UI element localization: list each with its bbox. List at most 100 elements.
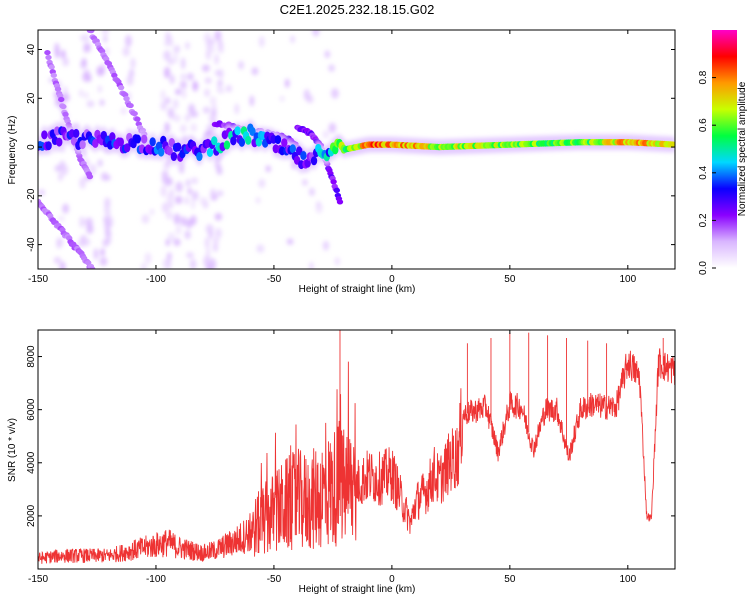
noise-blob (324, 50, 331, 59)
branch-blob (60, 103, 67, 110)
x-tick-label: 0 (389, 574, 395, 585)
noise-blob (328, 122, 337, 134)
ridge-blob (117, 137, 125, 147)
noise-blob (165, 97, 171, 105)
snr-frame (37, 329, 676, 570)
noise-blob (165, 158, 172, 166)
snr-marks (38, 330, 675, 564)
noise-blob (102, 238, 110, 247)
colorbar-label: Normalized spectral amplitude (737, 81, 748, 216)
ridge-blob (249, 126, 256, 136)
y-tick-label: 6000 (26, 398, 37, 421)
noise-blob (175, 88, 182, 95)
noise-blob (97, 85, 103, 93)
noise-blob (160, 89, 166, 101)
y-tick-label: 8000 (26, 345, 37, 368)
noise-blob (212, 237, 220, 244)
noise-blob (62, 57, 70, 67)
branch-blob (127, 102, 134, 109)
noise-blob (306, 95, 314, 104)
noise-blob (160, 185, 167, 197)
noise-blob (185, 41, 190, 50)
noise-blob (217, 166, 223, 176)
ridge-blob (140, 134, 148, 144)
ridge-blob (109, 132, 116, 142)
noise-blob (86, 43, 91, 53)
noise-blob (204, 236, 210, 249)
noise-blob (214, 54, 219, 65)
branch-blob (48, 64, 55, 70)
noise-blob (187, 72, 194, 81)
noise-blob (189, 258, 197, 269)
ridge-blob (174, 142, 182, 152)
x-tick-label: -150 (28, 274, 48, 285)
ridge-blob (669, 141, 675, 148)
snr-line (38, 348, 675, 564)
noise-blob (181, 57, 186, 70)
noise-blob (60, 49, 66, 60)
ridge-blob (45, 141, 52, 151)
branch-blob (86, 174, 94, 180)
spectrogram-ridge (38, 123, 675, 170)
colorbar-tick-label: 0.2 (698, 213, 709, 227)
noise-blob (164, 122, 170, 134)
ridge-blob (41, 130, 48, 140)
noise-blob (190, 198, 196, 210)
noise-blob (122, 46, 130, 57)
noise-blob (179, 80, 188, 90)
y-tick-label: 20 (26, 92, 37, 104)
noise-blob (316, 200, 321, 208)
noise-blob (173, 114, 181, 123)
noise-blob (258, 35, 265, 48)
branch-blob (89, 266, 96, 269)
branch-blob (330, 179, 337, 185)
noise-blob (256, 244, 265, 253)
noise-blob (141, 214, 150, 224)
noise-blob (255, 197, 261, 204)
snr-panel: -150 -100 -50 0 50 100 2000 4000 6000 8000 Heigh… (7, 329, 676, 595)
noise-blob (203, 255, 211, 268)
colorbar-ticks: 0.0 0.2 0.4 0.6 0.8 (698, 70, 716, 275)
noise-blob (181, 88, 187, 99)
noise-blob (160, 101, 167, 111)
noise-blob (312, 30, 320, 37)
branch-blob (62, 111, 69, 117)
x-tick-label: 100 (619, 574, 636, 585)
branch-blob (88, 30, 95, 34)
x-tick-label: -100 (146, 574, 166, 585)
ridge-blob (149, 137, 156, 147)
noise-blob (166, 193, 174, 205)
noise-blob (175, 181, 183, 193)
ridge-blob (157, 147, 165, 157)
noise-blob (97, 159, 103, 167)
branch-blob (45, 54, 52, 61)
noise-blob (218, 68, 224, 79)
noise-blob (140, 262, 147, 269)
noise-blob (322, 130, 330, 139)
noise-blob (202, 106, 211, 114)
figure-title: C2E1.2025.232.18.15.G02 (280, 2, 435, 17)
noise-blob (124, 34, 132, 47)
ridge-blob (274, 135, 282, 145)
ridge-blob (134, 134, 141, 144)
ridge-blob (238, 137, 246, 147)
snr-x-axis-label: Height of straight line (km) (299, 584, 416, 595)
noise-blob (167, 107, 175, 118)
noise-blob (162, 258, 171, 269)
y-tick-label: 0 (26, 144, 37, 150)
x-tick-label: 50 (504, 574, 516, 585)
spectrogram-panel: -150 -100 -50 0 50 100 -40 -20 0 20 40 Height of … (7, 29, 676, 295)
noise-blob (208, 114, 217, 123)
noise-blob (322, 240, 330, 251)
noise-blob (96, 65, 105, 77)
snr-plot-area (38, 330, 675, 569)
noise-blob (59, 261, 66, 269)
noise-blob (106, 208, 111, 219)
y-tick-label: 40 (26, 44, 37, 56)
branch-blob (123, 96, 130, 102)
noise-blob (199, 197, 208, 206)
noise-blob (328, 64, 335, 72)
noise-blob (165, 211, 173, 220)
noise-blob (173, 213, 181, 225)
colorbar-tick-label: 0.0 (698, 261, 709, 275)
